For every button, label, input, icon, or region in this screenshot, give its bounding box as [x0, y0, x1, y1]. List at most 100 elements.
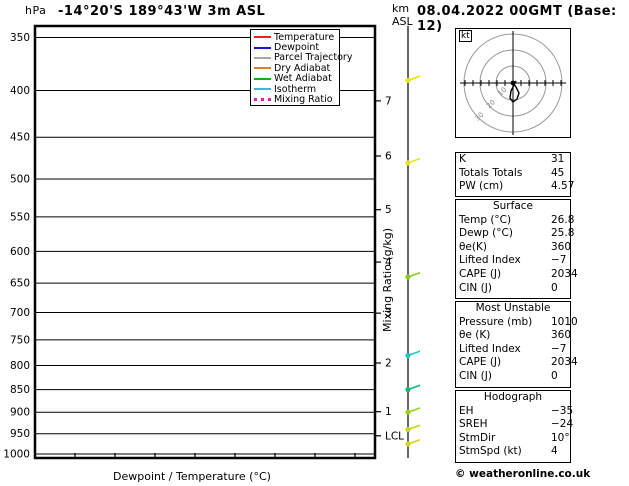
hodograph-stats-title: Hodograph	[483, 391, 543, 403]
indices-panel: K 31 Totals Totals 45 PW (cm) 4.57	[455, 152, 574, 197]
altitude-unit-label-km: km	[392, 2, 410, 15]
hodo-value-sreh: −24	[551, 418, 574, 431]
index-key-pw: PW (cm)	[459, 180, 504, 193]
index-key-totals-totals: Totals Totals	[459, 166, 523, 179]
svg-text:1: 1	[385, 406, 392, 418]
hodograph-panel[interactable]: 10 20 30 kt	[455, 28, 571, 138]
hodograph-stat-row: StmDir 10°	[456, 432, 570, 446]
svg-text:6: 6	[385, 150, 392, 162]
svg-text:350: 350	[10, 32, 30, 44]
hodo-value-stmdir: 10°	[551, 431, 570, 444]
svg-text:850: 850	[10, 384, 30, 396]
datetime-title: 08.04.2022 00GMT (Base: 12)	[417, 4, 617, 34]
index-key-k: K	[459, 153, 466, 165]
most-unstable-row: θe (K) 360	[456, 329, 572, 343]
mu-value-lifted-index: −7	[551, 342, 567, 355]
surface-key-lifted-index: Lifted Index	[459, 254, 521, 267]
legend-swatch-temperature	[254, 36, 271, 39]
svg-text:10: 10	[497, 86, 509, 98]
legend-swatch-dewpoint	[254, 46, 271, 49]
mu-key-cin: CIN (J)	[459, 369, 492, 382]
legend-swatch-mixing-ratio	[254, 98, 271, 102]
legend-item: Mixing Ratio	[254, 94, 336, 106]
surface-key-cin: CIN (J)	[459, 281, 492, 294]
hodograph-unit-label: kt	[459, 30, 472, 42]
surface-key-cape: CAPE (J)	[459, 267, 502, 280]
most-unstable-row: CIN (J) 0	[456, 370, 570, 384]
surface-row: Lifted Index −7	[456, 254, 570, 268]
most-unstable-row: Pressure (mb) 1010	[456, 315, 578, 330]
svg-text:950: 950	[10, 428, 30, 440]
skewt-plot[interactable]: 2345683504004505005506006507007508008509…	[0, 20, 420, 460]
surface-key-dewp: Dewp (°C)	[459, 227, 513, 240]
mu-key-lifted-index: Lifted Index	[459, 342, 521, 355]
legend-item: Dewpoint	[254, 42, 336, 54]
svg-text:30: 30	[473, 111, 485, 123]
legend-swatch-dry-adiabat	[254, 67, 271, 70]
mu-key-cape: CAPE (J)	[459, 356, 502, 369]
surface-row: CAPE (J) 2034	[456, 267, 578, 282]
surface-value-lifted-index: −7	[551, 254, 567, 267]
svg-text:450: 450	[10, 132, 30, 144]
legend-label-temperature: Temperature	[274, 31, 335, 43]
svg-text:5: 5	[385, 204, 392, 216]
hodo-key-stmspd: StmSpd (kt)	[459, 445, 522, 458]
index-value-pw: 4.57	[551, 180, 575, 193]
x-axis-label: Dewpoint / Temperature (°C)	[113, 470, 271, 483]
hodograph-stats-panel: Hodograph EH −35 SREH −24 StmDir 10° Stm…	[455, 390, 574, 463]
svg-text:1000: 1000	[3, 449, 30, 460]
most-unstable-panel-title: Most Unstable	[475, 302, 551, 314]
svg-text:20: 20	[485, 98, 497, 110]
surface-row: Dewp (°C) 25.8	[456, 227, 574, 241]
svg-text:400: 400	[10, 85, 30, 97]
legend-swatch-parcel	[254, 56, 271, 59]
index-value-k: 31	[551, 153, 565, 165]
svg-text:750: 750	[10, 334, 30, 346]
surface-key-theta-e: θe(K)	[459, 240, 487, 253]
most-unstable-row: CAPE (J) 2034	[456, 356, 578, 370]
pressure-unit-label: hPa	[25, 4, 47, 17]
legend-label-dewpoint: Dewpoint	[274, 42, 320, 54]
mu-key-theta-e: θe (K)	[459, 329, 491, 342]
index-row: K 31	[456, 153, 570, 167]
legend-item: Wet Adiabat	[254, 73, 336, 85]
most-unstable-row: Lifted Index −7	[456, 343, 570, 357]
index-row: PW (cm) 4.57	[456, 180, 574, 194]
legend-item: Temperature	[254, 31, 336, 43]
index-row: Totals Totals 45	[456, 167, 570, 181]
svg-text:500: 500	[10, 174, 30, 186]
surface-value-cape: 2034	[551, 267, 578, 280]
legend-label-isotherm: Isotherm	[274, 83, 317, 95]
mixing-ratio-axis-label: Mixing Ratio (g/kg)	[381, 228, 394, 332]
hodo-value-stmspd: 4	[551, 445, 558, 458]
legend-label-mixing-ratio: Mixing Ratio	[274, 94, 333, 106]
mu-value-pressure: 1010	[551, 315, 578, 328]
surface-row: CIN (J) 0	[456, 282, 570, 296]
chart-legend: Temperature Dewpoint Parcel Trajectory D…	[250, 29, 352, 106]
svg-text:600: 600	[10, 246, 30, 258]
svg-text:2: 2	[385, 358, 392, 370]
svg-text:650: 650	[10, 278, 30, 290]
legend-item: Isotherm	[254, 83, 336, 95]
svg-text:7: 7	[385, 95, 392, 107]
hodograph-stat-row: SREH −24	[456, 418, 574, 432]
mu-value-cin: 0	[551, 369, 558, 382]
surface-value-dewp: 25.8	[551, 227, 575, 240]
surface-row: Temp (°C) 26.8	[456, 213, 574, 228]
legend-swatch-isotherm	[254, 88, 271, 91]
surface-key-temp: Temp (°C)	[459, 213, 512, 226]
surface-row: θe(K) 360	[456, 240, 572, 255]
mu-key-pressure: Pressure (mb)	[459, 315, 533, 328]
mu-value-theta-e: 360	[551, 329, 572, 342]
most-unstable-panel: Most Unstable Pressure (mb) 1010 θe (K) …	[455, 301, 578, 388]
svg-text:4: 4	[385, 257, 392, 269]
legend-swatch-wet-adiabat	[254, 77, 271, 80]
hodo-key-sreh: SREH	[459, 418, 488, 431]
copyright-footer: © weatheronline.co.uk	[455, 468, 591, 480]
station-title: -14°20'S 189°43'W 3m ASL	[58, 4, 266, 19]
hodo-value-eh: −35	[551, 404, 574, 417]
legend-item: Parcel Trajectory	[254, 52, 352, 63]
surface-panel: Surface Temp (°C) 26.8 Dewp (°C) 25.8 θe…	[455, 199, 578, 299]
legend-label-wet-adiabat: Wet Adiabat	[274, 73, 332, 85]
surface-value-theta-e: 360	[551, 240, 572, 253]
